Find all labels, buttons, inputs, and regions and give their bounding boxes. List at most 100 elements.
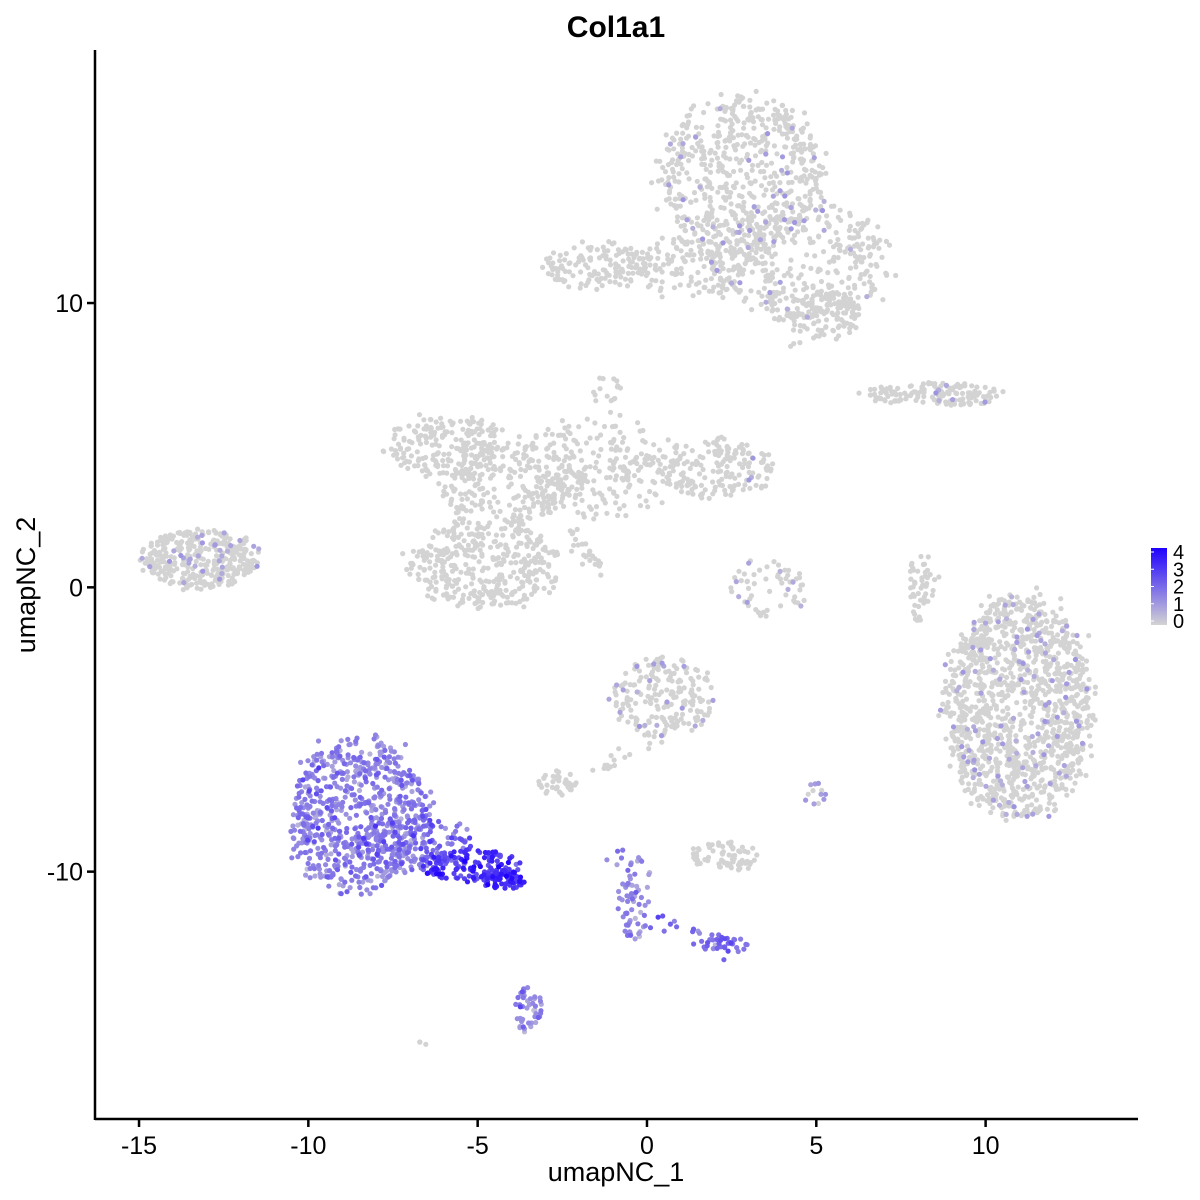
scatter-point: [512, 588, 518, 595]
scatter-point: [992, 655, 998, 661]
scatter-point: [689, 486, 695, 493]
scatter-point: [167, 580, 173, 587]
scatter-point: [1060, 736, 1066, 743]
scatter-point: [717, 184, 723, 190]
scatter-point: [999, 716, 1005, 722]
scatter-point: [1033, 638, 1039, 644]
scatter-point: [796, 212, 803, 218]
scatter-point: [648, 700, 654, 707]
scatter-point: [693, 148, 699, 154]
scatter-point: [646, 719, 652, 726]
scatter-point: [690, 702, 696, 708]
scatter-point: [866, 244, 872, 250]
scatter-point: [453, 521, 459, 527]
scatter-point: [758, 183, 765, 189]
scatter-point: [1051, 619, 1057, 625]
scatter-point: [583, 282, 589, 289]
scatter-point: [405, 465, 411, 471]
scatter-point: [910, 609, 917, 615]
scatter-point: [983, 620, 989, 626]
scatter-point: [836, 323, 843, 329]
scatter-point: [770, 112, 777, 118]
scatter-point: [559, 462, 565, 468]
scatter-point: [813, 207, 819, 213]
scatter-point: [647, 740, 653, 746]
scatter-point: [219, 553, 225, 559]
scatter-point: [155, 551, 162, 558]
scatter-point: [660, 164, 666, 171]
scatter-point: [729, 471, 735, 477]
scatter-point: [998, 795, 1004, 801]
scatter-point: [452, 475, 458, 481]
scatter-point: [512, 450, 518, 456]
scatter-point: [655, 255, 661, 261]
scatter-point: [752, 142, 758, 148]
scatter-point: [962, 788, 968, 794]
scatter-point: [562, 257, 568, 263]
scatter-point: [524, 534, 530, 540]
scatter-point: [990, 793, 996, 800]
scatter-point: [1055, 650, 1061, 656]
scatter-point: [539, 492, 546, 498]
scatter-point: [731, 168, 737, 175]
scatter-point: [642, 732, 648, 738]
scatter-point: [1069, 788, 1076, 794]
scatter-point: [989, 684, 995, 690]
scatter-point: [536, 559, 543, 565]
scatter-point: [678, 265, 684, 272]
scatter-point: [444, 546, 450, 552]
scatter-point: [763, 187, 769, 193]
scatter-point: [1059, 628, 1065, 634]
scatter-point: [649, 180, 655, 186]
scatter-point: [642, 265, 649, 271]
scatter-point: [763, 613, 769, 619]
scatter-point: [1012, 620, 1018, 626]
scatter-point: [1057, 698, 1063, 704]
scatter-point: [803, 294, 809, 300]
scatter-point: [818, 278, 825, 285]
scatter-point: [710, 254, 716, 260]
scatter-point: [700, 466, 706, 473]
scatter-point: [1063, 664, 1070, 670]
scatter-point: [1028, 638, 1034, 644]
scatter-point: [979, 686, 985, 692]
scatter-point: [452, 563, 458, 569]
scatter-point: [723, 104, 729, 110]
scatter-point: [613, 692, 619, 698]
scatter-point: [533, 433, 539, 439]
scatter-point: [758, 301, 764, 307]
scatter-point: [636, 256, 643, 262]
scatter-point: [1059, 755, 1065, 762]
scatter-point: [607, 486, 613, 492]
scatter-point: [1009, 594, 1015, 600]
scatter-point: [473, 455, 480, 461]
scatter-point: [726, 275, 732, 281]
scatter-point: [771, 239, 777, 245]
scatter-point: [790, 281, 796, 287]
scatter-point: [696, 686, 702, 692]
scatter-point: [730, 135, 737, 141]
scatter-point: [479, 579, 485, 585]
scatter-point: [204, 570, 210, 576]
scatter-point: [807, 147, 814, 153]
scatter-point: [817, 170, 823, 176]
scatter-point: [727, 117, 734, 123]
scatter-point: [469, 500, 475, 506]
scatter-point: [556, 769, 562, 775]
scatter-point: [947, 666, 954, 673]
scatter-point: [710, 224, 716, 230]
scatter-point: [1029, 733, 1035, 740]
scatter-point: [470, 476, 477, 482]
scatter-point: [174, 566, 180, 572]
scatter-point: [677, 480, 683, 487]
scatter-point: [1043, 669, 1049, 675]
scatter-point: [999, 623, 1005, 629]
scatter-point: [529, 496, 536, 502]
scatter-point: [1010, 724, 1016, 730]
scatter-point: [633, 251, 639, 257]
scatter-point: [744, 442, 750, 448]
scatter-point: [706, 709, 712, 715]
scatter-point: [653, 676, 660, 682]
scatter-point: [412, 463, 418, 469]
scatter-point: [721, 153, 727, 159]
